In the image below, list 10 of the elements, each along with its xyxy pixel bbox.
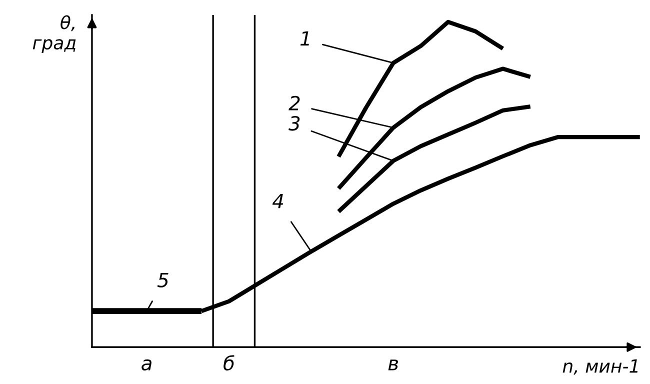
x-tick-label: а [142, 359, 152, 371]
text: 1 [300, 31, 309, 46]
x-tick-label: б [224, 355, 234, 371]
x-axis-title: n, мин-1 [562, 359, 638, 375]
x-tick-label: в [388, 360, 398, 370]
text: 3 [288, 116, 300, 131]
text: 2 [288, 96, 300, 110]
series-label: 5 [157, 272, 168, 288]
y-axis-title: θ, град [32, 15, 76, 54]
text: 4 [272, 194, 284, 208]
